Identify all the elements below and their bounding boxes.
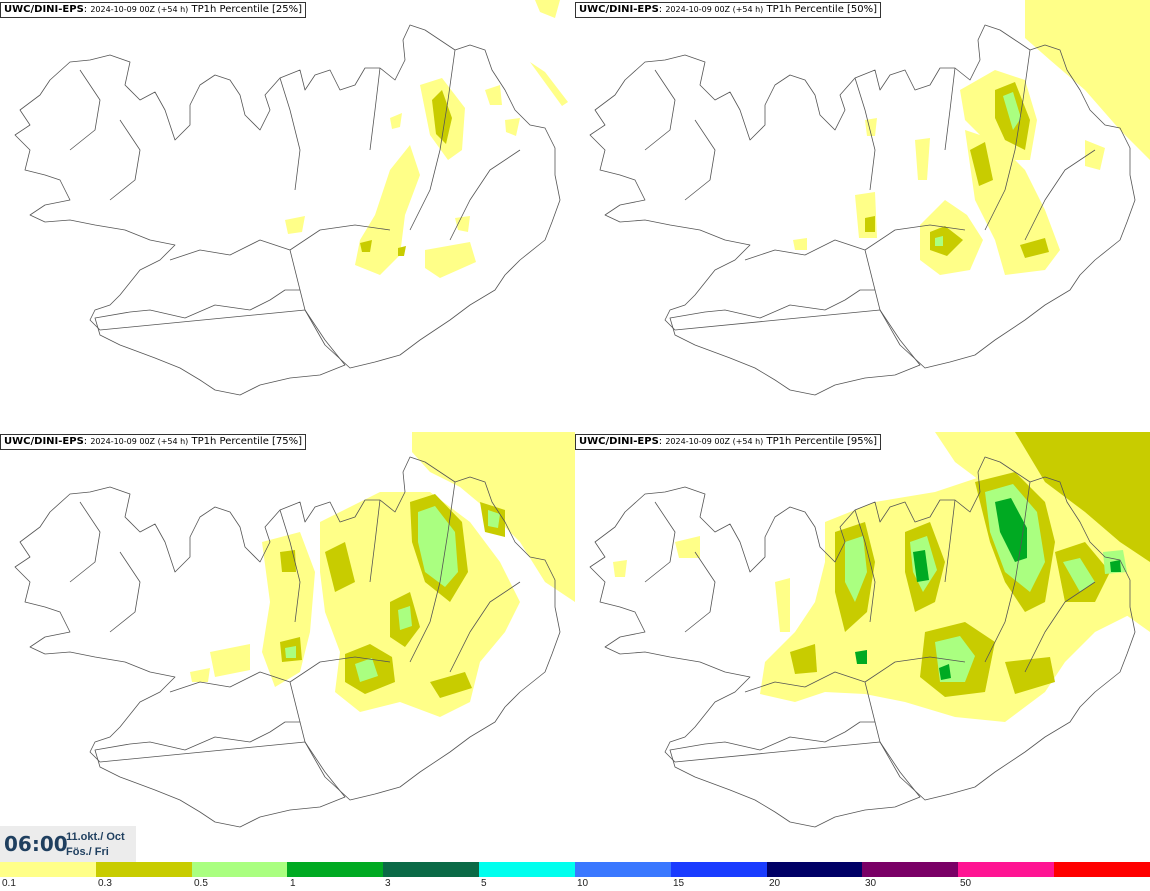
precip-legend: 0.1 0.3 0.5 1 3 5 10 15 20 30 50 [0, 862, 1150, 891]
legend-label: 30 [865, 878, 877, 889]
legend-label: 5 [481, 878, 487, 889]
map-panel-p75: UWC/DINI-EPS: 2024-10-09 00Z (+54 h) TP1… [0, 432, 575, 864]
iceland-coastline [14, 24, 561, 396]
legend-label: 0.5 [194, 878, 208, 889]
panel-title: UWC/DINI-EPS: 2024-10-09 00Z (+54 h) TP1… [0, 2, 307, 18]
legend-swatch [287, 862, 384, 877]
precip-map-p95 [589, 432, 1150, 828]
legend-label: 50 [960, 878, 972, 889]
panel-title: UWC/DINI-EPS: 2024-10-09 00Z (+54 h) TP1… [575, 434, 882, 450]
precip-0.1-areas [285, 0, 568, 278]
legend-swatch [95, 862, 192, 877]
legend-swatch [191, 862, 288, 877]
precip-0.5-areas [935, 92, 1021, 246]
iceland-coastline [589, 456, 1136, 828]
precip-map-p75 [14, 432, 575, 828]
panel-title: UWC/DINI-EPS: 2024-10-09 00Z (+54 h) TP1… [575, 2, 882, 18]
legend-swatch [862, 862, 959, 877]
legend-label: 15 [673, 878, 685, 889]
legend-label: 1 [290, 878, 296, 889]
legend-swatch [479, 862, 575, 877]
legend-swatch [670, 862, 767, 877]
iceland-coastline [589, 24, 1136, 396]
valid-day: Fös./ Fri [66, 846, 109, 858]
legend-label: 10 [577, 878, 589, 889]
precip-0.1-areas [793, 0, 1150, 275]
legend-colorbar [0, 862, 1150, 877]
legend-swatch [958, 862, 1055, 877]
precip-0.5-areas [285, 506, 500, 682]
legend-swatch [1054, 862, 1150, 877]
map-panel-p25: UWC/DINI-EPS: 2024-10-09 00Z (+54 h) TP1… [0, 0, 575, 432]
legend-swatch [766, 862, 863, 877]
legend-swatch [574, 862, 671, 877]
legend-swatch [0, 862, 96, 877]
valid-time: 06:00 [4, 832, 68, 856]
panel-title: UWC/DINI-EPS: 2024-10-09 00Z (+54 h) TP1… [0, 434, 307, 450]
map-panel-p95: UWC/DINI-EPS: 2024-10-09 00Z (+54 h) TP1… [575, 432, 1150, 864]
map-panel-p50: UWC/DINI-EPS: 2024-10-09 00Z (+54 h) TP1… [575, 0, 1150, 432]
legend-label: 3 [385, 878, 391, 889]
precip-map-p25 [14, 0, 568, 396]
valid-date: 11.okt./ Oct [66, 831, 125, 843]
precip-0.3-areas [360, 90, 452, 256]
legend-label: 0.1 [2, 878, 16, 889]
valid-time-box: 06:00 11.okt./ Oct Fös./ Fri [0, 826, 136, 862]
iceland-coastline [14, 456, 561, 828]
legend-swatch [383, 862, 480, 877]
legend-label: 0.3 [98, 878, 112, 889]
legend-label: 20 [769, 878, 781, 889]
precip-1-areas [855, 498, 1121, 680]
precip-map-p50 [589, 0, 1150, 396]
